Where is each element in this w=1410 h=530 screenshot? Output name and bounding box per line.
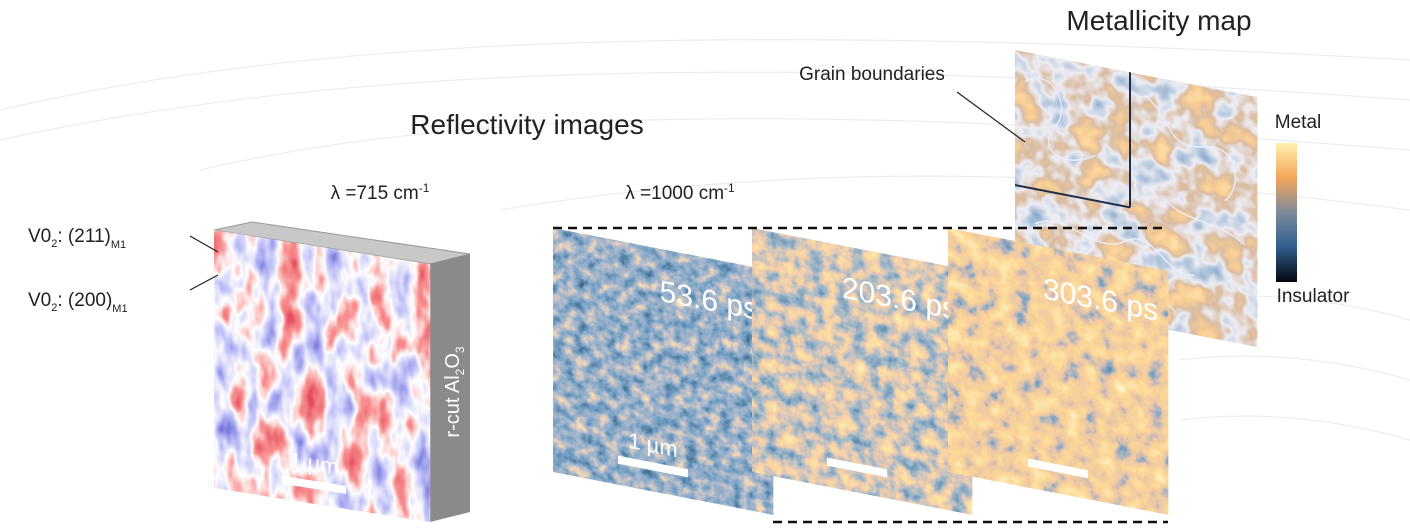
sample-front: 1 µm [214, 230, 430, 523]
scale-bar [618, 455, 688, 478]
leader-line [189, 235, 219, 253]
layer-text: V0 [28, 226, 51, 247]
wavelength-label: λ =1000 cm-1 [625, 181, 735, 204]
substrate-sub: 2 [453, 368, 467, 375]
dashed-outline [553, 226, 1168, 524]
leader-line [189, 274, 219, 291]
layer-label: V02: (200)M1 [28, 290, 128, 315]
panel: 303.6 ps [948, 228, 1168, 515]
colorbar [1276, 143, 1297, 282]
colorbar-top-label: Metal [1275, 112, 1321, 133]
sample-wavelength: λ =715 cm-1 [331, 181, 430, 204]
sample-side [430, 254, 470, 522]
leader-line [956, 91, 1026, 143]
layer-text: : (200) [57, 290, 112, 311]
reflectivity-title: Reflectivity images [410, 109, 643, 140]
panel: 53.6 ps 1 µm [553, 228, 773, 515]
layer-sub: 2 [51, 302, 57, 314]
layer-sub: 2 [51, 238, 57, 250]
layer-label: V02: (211)M1 [28, 226, 126, 251]
scale-bar [282, 475, 346, 494]
scale-bar [1028, 458, 1088, 479]
metallicity-title: Metallicity map [1066, 5, 1251, 36]
colorbar-bottom-label: Insulator [1277, 286, 1351, 307]
wavelength-text: λ =715 cm [331, 183, 419, 204]
substrate-text: r-cut Al [442, 375, 464, 437]
grain-label: Grain boundaries [799, 64, 945, 85]
wavelength-text: λ =1000 cm [625, 183, 724, 204]
layer-sub: M1 [111, 239, 126, 251]
wavelength-sup: -1 [419, 181, 430, 195]
layer-text: : (211) [57, 226, 111, 247]
substrate-sub: 3 [453, 346, 467, 353]
substrate-text: O [442, 353, 464, 369]
layer-text: V0 [28, 290, 51, 311]
wavelength-sup: -1 [724, 181, 735, 195]
layer-sub: M1 [112, 303, 127, 315]
scale-bar [827, 457, 887, 478]
substrate-label: r-cut Al2O3 [442, 346, 467, 438]
panel: 203.6 ps [752, 228, 972, 515]
